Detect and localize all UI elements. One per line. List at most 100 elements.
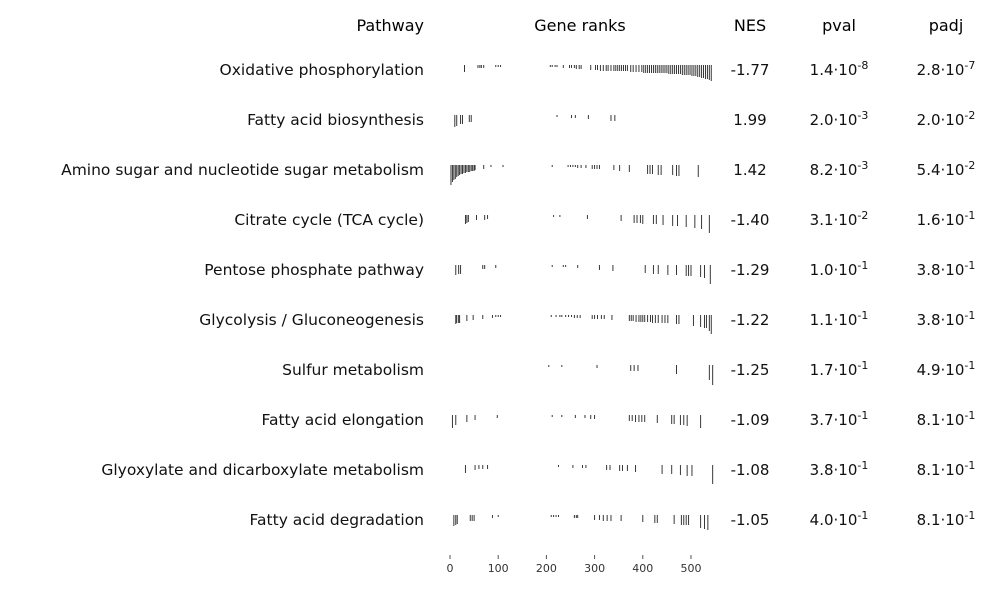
padj-value-exponent: -1 xyxy=(964,209,975,222)
header-nes: NES xyxy=(734,16,766,35)
padj-value-exponent: -7 xyxy=(964,59,975,72)
padj-value-exponent: -1 xyxy=(964,509,975,522)
padj-value: 3.8·10-1 xyxy=(917,259,976,279)
nes-value: -1.25 xyxy=(731,361,770,379)
padj-value: 3.8·10-1 xyxy=(917,309,976,329)
pval-value-exponent: -1 xyxy=(857,259,868,272)
nes-value: -1.40 xyxy=(731,211,770,229)
padj-value-exponent: -2 xyxy=(964,159,975,172)
axis-tick-label: 100 xyxy=(488,562,509,575)
padj-value-mantissa: 8.1·10 xyxy=(917,411,965,429)
nes-value: -1.29 xyxy=(731,261,770,279)
pval-value-exponent: -1 xyxy=(857,459,868,472)
pval-value-exponent: -1 xyxy=(857,309,868,322)
pval-value: 1.1·10-1 xyxy=(810,309,869,329)
axis-tick-label: 400 xyxy=(632,562,653,575)
nes-value: 1.42 xyxy=(733,161,766,179)
pval-value: 8.2·10-3 xyxy=(810,159,869,179)
pathway-label: Sulfur metabolism xyxy=(282,361,424,379)
pval-value-mantissa: 4.0·10 xyxy=(810,511,858,529)
nes-value: 1.99 xyxy=(733,111,766,129)
pathway-row: Citrate cycle (TCA cycle) -1.40 3.1·10-2 1.… xyxy=(234,209,975,233)
pathway-label: Fatty acid elongation xyxy=(261,411,424,429)
padj-value-exponent: -1 xyxy=(964,459,975,472)
x-axis: 0 100 200 300 400 500 xyxy=(447,555,702,575)
pval-value: 3.1·10-2 xyxy=(810,209,869,229)
pval-value-exponent: -1 xyxy=(857,509,868,522)
padj-value-mantissa: 5.4·10 xyxy=(917,161,965,179)
pval-value-exponent: -3 xyxy=(857,159,868,172)
gene-rank-ticks xyxy=(455,265,711,284)
pathway-row: Pentose phosphate pathway -1.29 1.0·10-1 3.… xyxy=(204,259,975,284)
header-pval: pval xyxy=(822,16,856,35)
pathway-row: Oxidative phosphorylation -1.77 1.4·10-8 2.… xyxy=(220,59,976,81)
padj-value-mantissa: 3.8·10 xyxy=(917,261,965,279)
padj-value-exponent: -1 xyxy=(964,409,975,422)
pval-value: 2.0·10-3 xyxy=(810,109,869,129)
nes-value: -1.05 xyxy=(731,511,770,529)
gene-rank-ticks xyxy=(548,365,714,385)
pval-value: 3.7·10-1 xyxy=(810,409,869,429)
pval-value: 1.0·10-1 xyxy=(810,259,869,279)
padj-value-exponent: -1 xyxy=(964,309,975,322)
padj-value-mantissa: 2.8·10 xyxy=(917,61,965,79)
pval-value: 1.7·10-1 xyxy=(810,359,869,379)
pval-value-mantissa: 8.2·10 xyxy=(810,161,858,179)
header-pathway: Pathway xyxy=(356,16,424,35)
padj-value-mantissa: 4.9·10 xyxy=(917,361,965,379)
padj-value-exponent: -2 xyxy=(964,109,975,122)
nes-value: -1.77 xyxy=(731,61,770,79)
pval-value-mantissa: 3.1·10 xyxy=(810,211,858,229)
gene-rank-ticks xyxy=(450,165,699,185)
header-row: Pathway Gene ranks NES pval padj xyxy=(356,16,963,35)
pathway-label: Pentose phosphate pathway xyxy=(204,261,424,279)
pval-value-exponent: -1 xyxy=(857,409,868,422)
pathway-label: Oxidative phosphorylation xyxy=(220,61,424,79)
gene-rank-ticks xyxy=(464,65,712,81)
pathway-rows: Oxidative phosphorylation -1.77 1.4·10-8 2.… xyxy=(61,59,975,530)
gene-rank-ticks xyxy=(454,115,616,127)
pathway-label: Fatty acid biosynthesis xyxy=(247,111,424,129)
padj-value-mantissa: 8.1·10 xyxy=(917,461,965,479)
pathway-row: Fatty acid degradation -1.05 4.0·10-1 8.1·1… xyxy=(250,509,976,530)
pathway-row: Fatty acid biosynthesis 1.99 2.0·10-3 2.0·1… xyxy=(247,109,975,129)
pval-value-mantissa: 1.7·10 xyxy=(810,361,858,379)
pathway-row: Amino sugar and nucleotide sugar metabol… xyxy=(61,159,975,185)
pval-value-mantissa: 2.0·10 xyxy=(810,111,858,129)
padj-value: 8.1·10-1 xyxy=(917,409,976,429)
pathway-label: Glycolysis / Gluconeogenesis xyxy=(199,311,424,329)
padj-value-exponent: -1 xyxy=(964,259,975,272)
axis-tick-label: 200 xyxy=(536,562,557,575)
gene-rank-ticks xyxy=(453,515,709,530)
padj-value: 5.4·10-2 xyxy=(917,159,976,179)
header-padj: padj xyxy=(929,16,964,35)
nes-value: -1.09 xyxy=(731,411,770,429)
pval-value: 4.0·10-1 xyxy=(810,509,869,529)
pval-value-mantissa: 3.7·10 xyxy=(810,411,858,429)
pval-value-mantissa: 3.8·10 xyxy=(810,461,858,479)
pval-value-mantissa: 1.4·10 xyxy=(810,61,858,79)
padj-value-mantissa: 2.0·10 xyxy=(917,111,965,129)
pval-value: 3.8·10-1 xyxy=(810,459,869,479)
padj-value-mantissa: 3.8·10 xyxy=(917,311,965,329)
nes-value: -1.08 xyxy=(731,461,770,479)
pathway-label: Citrate cycle (TCA cycle) xyxy=(234,211,424,229)
pathway-row: Glyoxylate and dicarboxylate metabolism -… xyxy=(101,459,975,484)
padj-value: 1.6·10-1 xyxy=(917,209,976,229)
padj-value-exponent: -1 xyxy=(964,359,975,372)
padj-value: 2.8·10-7 xyxy=(917,59,976,79)
gene-rank-ticks xyxy=(464,215,710,233)
pval-value-mantissa: 1.1·10 xyxy=(810,311,858,329)
pathway-label: Glyoxylate and dicarboxylate metabolism xyxy=(101,461,424,479)
header-gene-ranks: Gene ranks xyxy=(534,16,625,35)
pval-value: 1.4·10-8 xyxy=(810,59,869,79)
padj-value: 8.1·10-1 xyxy=(917,459,976,479)
padj-value: 4.9·10-1 xyxy=(917,359,976,379)
padj-value-mantissa: 1.6·10 xyxy=(917,211,965,229)
axis-tick-label: 0 xyxy=(447,562,454,575)
pval-value-exponent: -8 xyxy=(857,59,868,72)
gene-rank-ticks xyxy=(451,415,702,428)
axis-tick-label: 300 xyxy=(584,562,605,575)
padj-value: 8.1·10-1 xyxy=(917,509,976,529)
padj-value-mantissa: 8.1·10 xyxy=(917,511,965,529)
